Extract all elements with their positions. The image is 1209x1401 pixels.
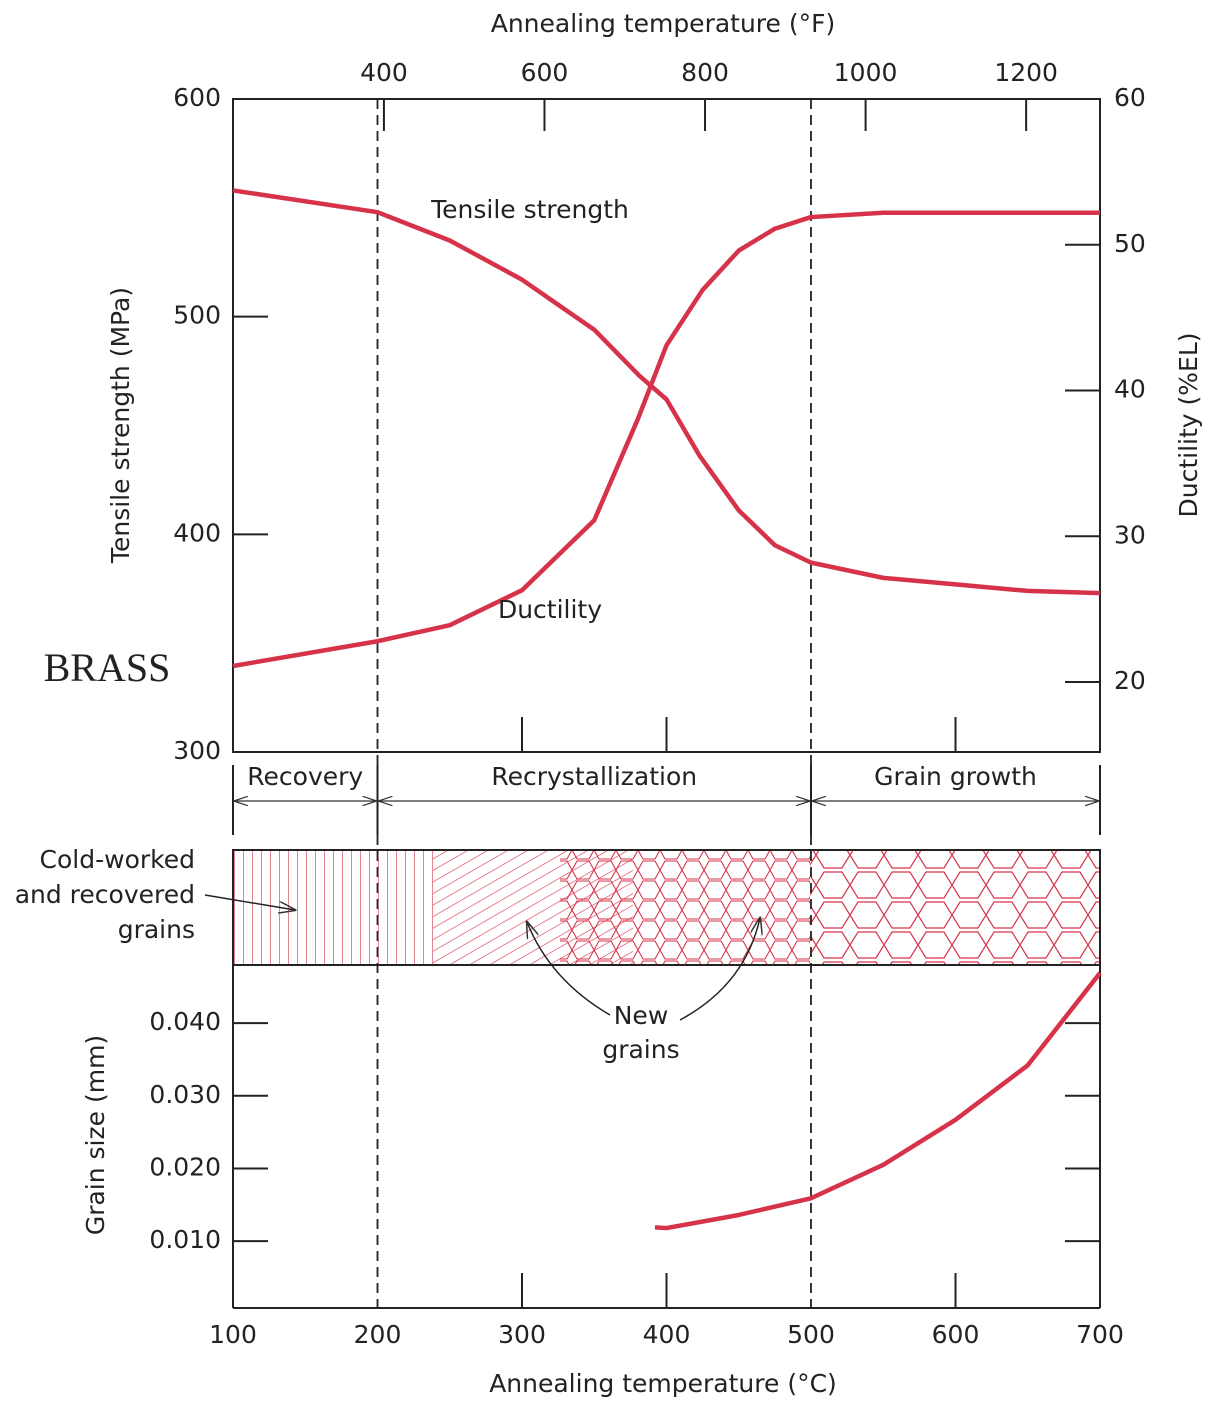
x2-tick-label: 1000 xyxy=(834,58,898,87)
y-tick-label: 500 xyxy=(173,301,221,330)
x-tick-label: 100 xyxy=(209,1320,257,1349)
y-axis-title: Grain size (mm) xyxy=(81,1035,110,1235)
x2-tick-label: 800 xyxy=(681,58,729,87)
region-label: Grain growth xyxy=(874,762,1037,791)
microstructure-label: New xyxy=(614,1001,669,1030)
microstructure-label: grains xyxy=(118,915,195,944)
y2-tick-label: 60 xyxy=(1114,83,1146,112)
microstructure xyxy=(204,849,1101,1021)
y2-axis-title: Ductility (%EL) xyxy=(1174,332,1203,517)
y-tick-label: 600 xyxy=(173,83,221,112)
x-tick-label: 400 xyxy=(643,1320,691,1349)
microstructure-label: and recovered xyxy=(15,880,195,909)
curve-label: Ductility xyxy=(498,595,602,624)
y-tick-label: 0.020 xyxy=(149,1152,221,1181)
x-tick-label: 700 xyxy=(1076,1320,1124,1349)
x-tick-label: 600 xyxy=(932,1320,980,1349)
x2-tick-label: 1200 xyxy=(994,58,1058,87)
x2-tick-label: 400 xyxy=(360,58,408,87)
plot-frame xyxy=(232,98,1101,753)
x-tick-label: 200 xyxy=(354,1320,402,1349)
microstructure-label: grains xyxy=(602,1035,679,1064)
x-tick-label: 500 xyxy=(787,1320,835,1349)
y2-tick-label: 30 xyxy=(1114,520,1146,549)
y2-tick-label: 50 xyxy=(1114,229,1146,258)
x-tick-label: 300 xyxy=(498,1320,546,1349)
region-label: Recovery xyxy=(247,762,363,791)
region-label: Recrystallization xyxy=(491,762,697,791)
curve xyxy=(232,188,1101,596)
annotation: BRASS xyxy=(44,645,171,690)
y-tick-label: 0.040 xyxy=(149,1007,221,1036)
x2-tick-label: 600 xyxy=(521,58,569,87)
x2-axis-title: Annealing temperature (°F) xyxy=(491,9,836,38)
y2-tick-label: 20 xyxy=(1114,666,1146,695)
curve xyxy=(654,971,1102,1231)
curve-label: Tensile strength xyxy=(430,195,629,224)
curve xyxy=(232,210,1100,669)
y-tick-label: 400 xyxy=(173,518,221,547)
x-axis-title: Annealing temperature (°C) xyxy=(489,1369,837,1398)
y-tick-label: 0.030 xyxy=(149,1080,221,1109)
y-tick-label: 300 xyxy=(173,736,221,765)
y-tick-label: 0.010 xyxy=(149,1225,221,1254)
microstructure-label: Cold-worked xyxy=(40,845,195,874)
y-axis-title: Tensile strength (MPa) xyxy=(106,287,135,564)
y2-tick-label: 40 xyxy=(1114,375,1146,404)
